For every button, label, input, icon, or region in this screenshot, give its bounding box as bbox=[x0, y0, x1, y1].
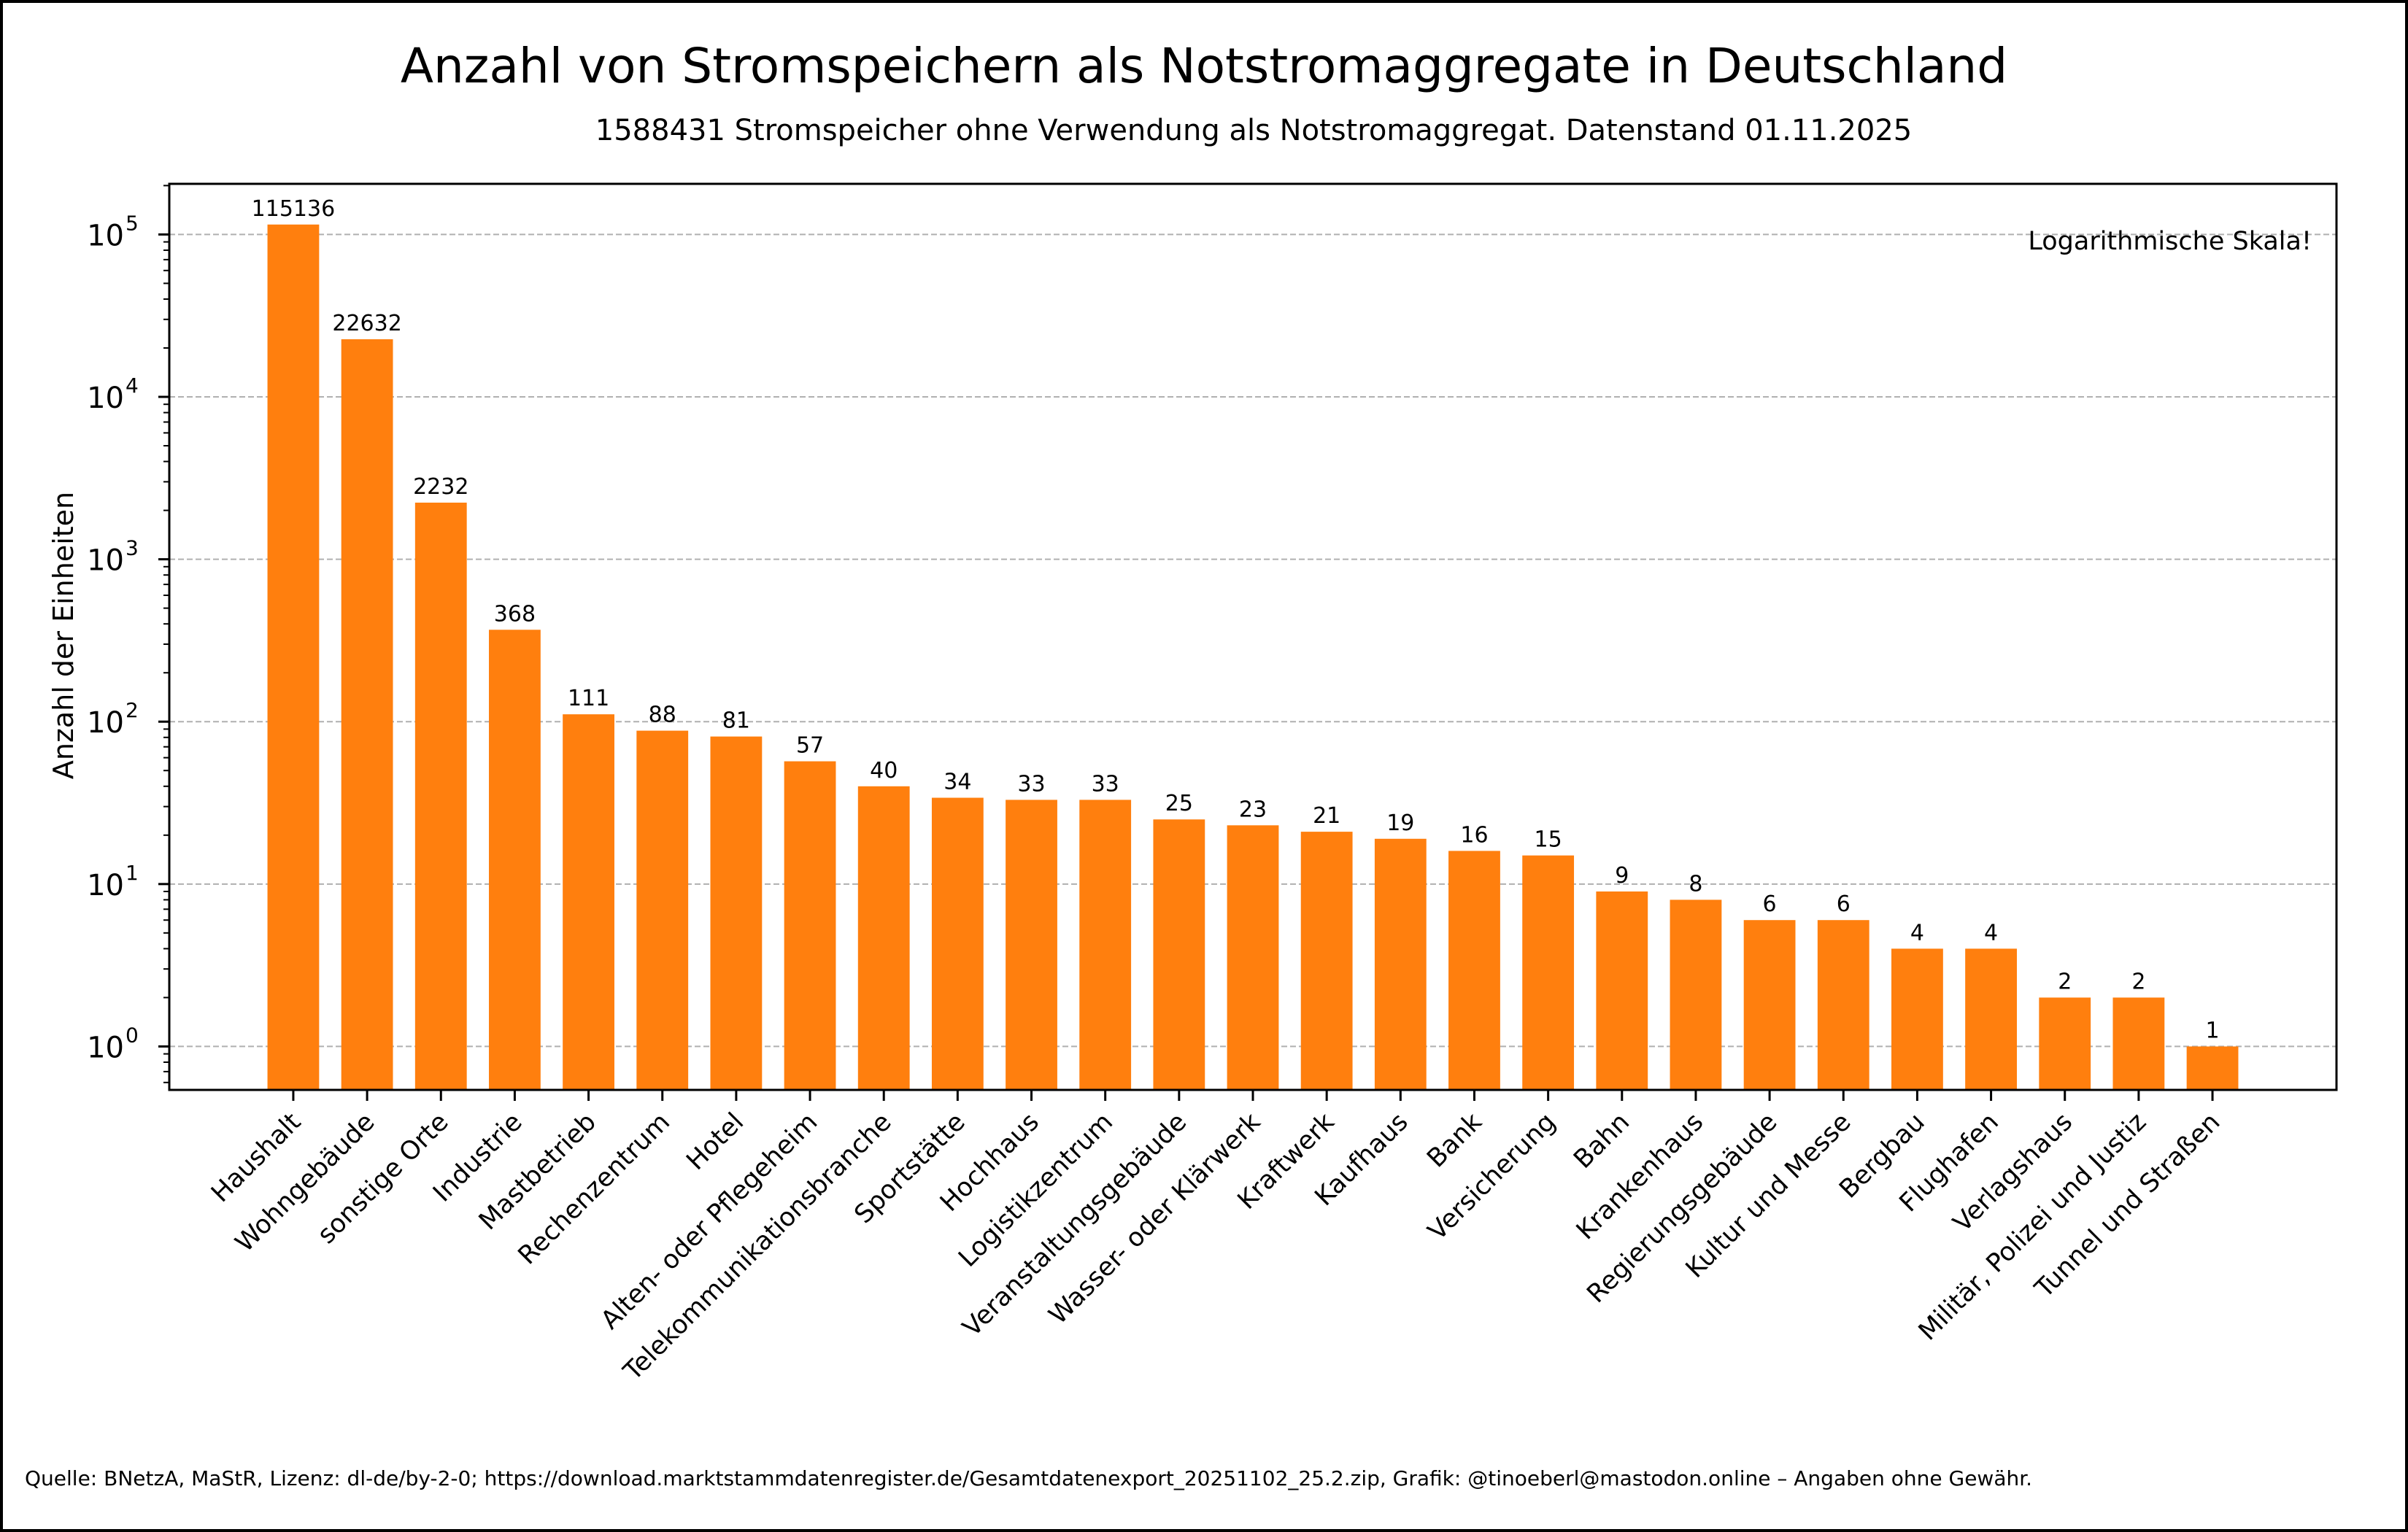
bar bbox=[1006, 800, 1057, 1090]
y-tick-label: 10 bbox=[87, 544, 124, 578]
data-label: 23 bbox=[1239, 797, 1267, 822]
data-label: 2 bbox=[2058, 969, 2072, 994]
x-tick-label: Telekommunikationsbranche bbox=[618, 1107, 898, 1387]
data-label: 6 bbox=[1837, 891, 1851, 917]
bar bbox=[1448, 851, 1500, 1090]
y-tick-label-exponent: 2 bbox=[126, 698, 139, 722]
bar bbox=[1227, 825, 1279, 1090]
y-tick-label: 10 bbox=[87, 706, 124, 740]
y-tick-label-exponent: 4 bbox=[126, 374, 139, 398]
bar bbox=[636, 730, 689, 1090]
data-label: 88 bbox=[649, 703, 676, 728]
data-label: 6 bbox=[1763, 891, 1777, 917]
chart-subtitle: 1588431 Stromspeicher ohne Verwendung al… bbox=[595, 114, 1912, 147]
log-scale-note: Logarithmische Skala! bbox=[2028, 227, 2312, 256]
bar bbox=[1596, 891, 1648, 1090]
bar bbox=[267, 224, 320, 1091]
y-tick-label-exponent: 5 bbox=[126, 211, 139, 235]
data-label: 115136 bbox=[252, 196, 336, 222]
x-tick-label: Krankenhaus bbox=[1571, 1107, 1709, 1245]
data-label: 111 bbox=[568, 686, 609, 711]
chart-title: Anzahl von Stromspeichern als Notstromag… bbox=[401, 38, 2007, 94]
bar bbox=[489, 630, 541, 1090]
data-label: 9 bbox=[1615, 863, 1629, 889]
y-tick-label-exponent: 1 bbox=[126, 861, 139, 885]
bar bbox=[1743, 920, 1796, 1090]
data-label: 33 bbox=[1017, 771, 1045, 797]
data-label: 40 bbox=[870, 758, 898, 784]
bar bbox=[1965, 948, 2017, 1090]
data-label: 81 bbox=[722, 708, 750, 734]
data-label: 4 bbox=[1910, 920, 1924, 945]
data-label: 21 bbox=[1313, 803, 1340, 829]
data-label: 22632 bbox=[332, 311, 401, 336]
data-label: 25 bbox=[1165, 791, 1193, 816]
data-label: 57 bbox=[796, 733, 824, 759]
data-label: 33 bbox=[1092, 771, 1119, 797]
data-label: 16 bbox=[1460, 822, 1488, 848]
bar bbox=[2039, 997, 2091, 1090]
bar bbox=[1522, 855, 1575, 1090]
bar bbox=[710, 736, 763, 1090]
data-label: 8 bbox=[1689, 871, 1702, 897]
data-label: 1 bbox=[2206, 1018, 2220, 1043]
data-label: 15 bbox=[1535, 827, 1562, 853]
x-tick-label: Versicherung bbox=[1423, 1107, 1562, 1246]
data-label: 34 bbox=[943, 770, 971, 795]
x-tick-label: Hotel bbox=[681, 1107, 749, 1176]
bar bbox=[2112, 997, 2165, 1090]
bar bbox=[2186, 1046, 2239, 1090]
source-footer: Quelle: BNetzA, MaStR, Lizenz: dl-de/by-… bbox=[25, 1466, 2032, 1490]
x-tick-label: sonstige Orte bbox=[312, 1107, 455, 1250]
bar bbox=[1079, 800, 1132, 1090]
x-tick-label: Bahn bbox=[1568, 1107, 1635, 1175]
bar bbox=[1300, 832, 1353, 1090]
bar bbox=[784, 761, 836, 1090]
y-tick-label: 10 bbox=[87, 869, 124, 902]
bar bbox=[1817, 920, 1869, 1090]
data-label: 4 bbox=[1984, 920, 1998, 945]
y-tick-label-exponent: 3 bbox=[126, 536, 139, 560]
y-tick-label: 10 bbox=[87, 219, 124, 252]
bar bbox=[563, 714, 614, 1090]
data-label: 2232 bbox=[413, 474, 468, 500]
data-label: 2 bbox=[2131, 969, 2145, 994]
bar bbox=[414, 502, 467, 1090]
bar bbox=[341, 339, 393, 1090]
y-tick-label: 10 bbox=[87, 1031, 124, 1064]
bar bbox=[1891, 948, 1943, 1090]
bar bbox=[857, 786, 910, 1090]
bar bbox=[1670, 900, 1722, 1090]
y-axis-label: Anzahl der Einheiten bbox=[47, 492, 80, 779]
bar bbox=[1374, 838, 1427, 1090]
data-label: 19 bbox=[1386, 811, 1414, 836]
bar bbox=[931, 797, 984, 1090]
y-tick-label: 10 bbox=[87, 382, 124, 415]
bar bbox=[1153, 819, 1205, 1090]
x-tick-label: Bank bbox=[1421, 1107, 1488, 1174]
data-label: 368 bbox=[494, 601, 536, 627]
y-tick-label-exponent: 0 bbox=[126, 1023, 139, 1047]
